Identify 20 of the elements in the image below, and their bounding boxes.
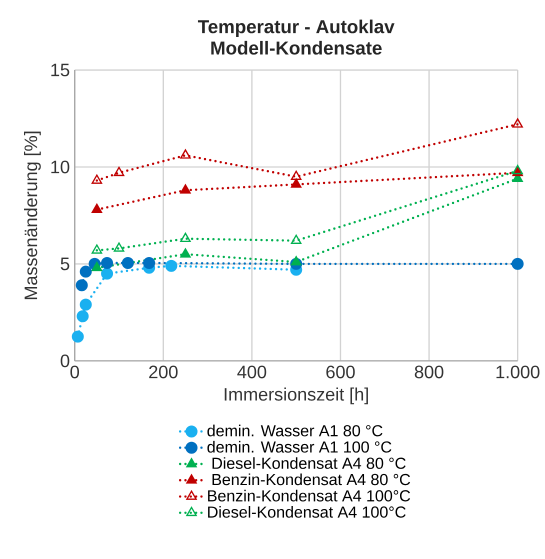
x-tick-label: 1.000 (496, 366, 540, 378)
chart-subtitle: Modell-Kondensate (211, 40, 382, 55)
legend-label: Diesel-Kondensat A4 80 °C (212, 457, 406, 469)
x-tick-label: 200 (149, 366, 178, 378)
x-tick-label: 400 (237, 366, 266, 378)
legend-label: Benzin-Kondensat A4 80 °C (212, 473, 410, 486)
x-tick-label: 600 (326, 366, 355, 378)
x-tick-label: 0 (70, 366, 80, 378)
legend-label: Diesel-Kondensat A4 100°C (208, 506, 406, 518)
y-axis-title: Massenänderung [%] (24, 132, 41, 300)
legend-label: demin. Wasser A1 80 °C (208, 424, 383, 436)
x-axis-title: Immersionszeit [h] (224, 387, 368, 404)
y-tick-label: 15 (52, 64, 70, 76)
legend-label: Benzin-Kondensat A4 100°C (208, 490, 410, 502)
chart-title: Temperatur - Autoklav (198, 20, 395, 37)
y-tick-label: 0 (60, 354, 70, 368)
x-tick-label: 800 (414, 366, 444, 378)
y-tick-label: 10 (52, 160, 70, 174)
y-tick-label: 5 (60, 258, 70, 270)
legend-label: demin. Wasser A1 100 °C (208, 440, 392, 453)
